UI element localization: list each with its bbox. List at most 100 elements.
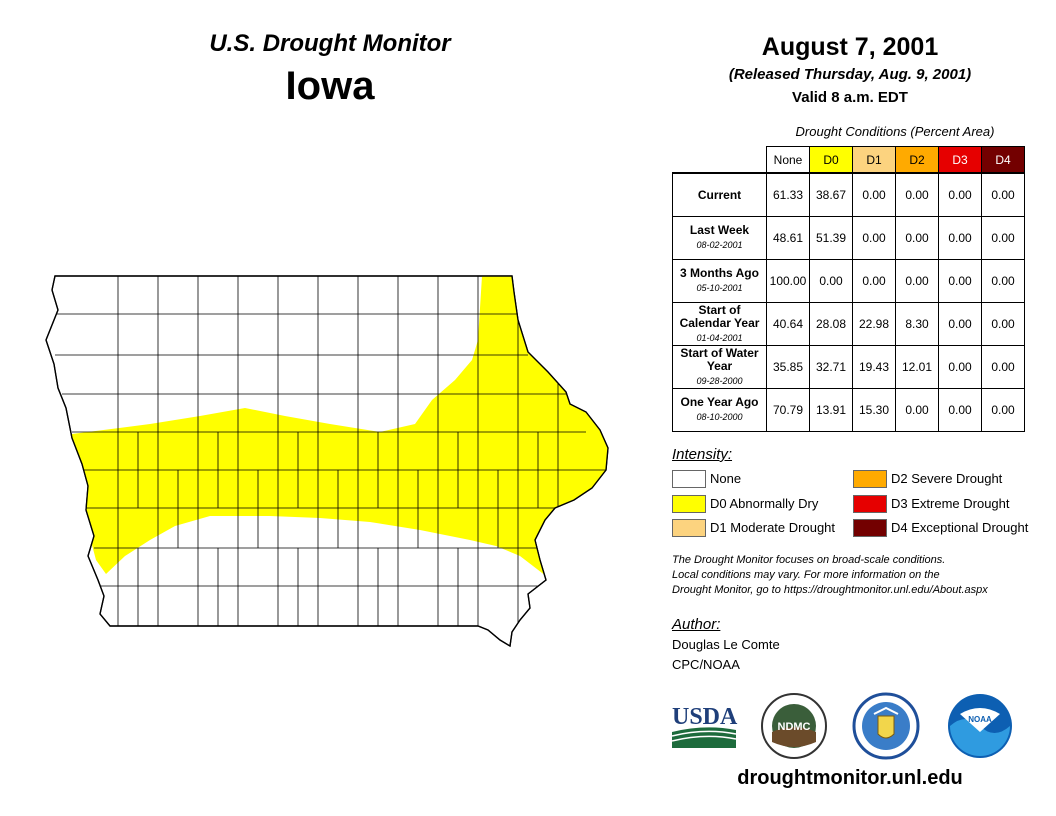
row-label: Last Week 08-02-2001 [672,216,767,260]
footnote-line: The Drought Monitor focuses on broad-sca… [672,554,946,566]
table-cell: 0.00 [938,216,982,260]
county-lines [55,276,608,626]
column-header-d0: D0 [809,146,853,174]
row-date: 05-10-2001 [696,283,743,293]
table-row: Last Week 08-02-2001 48.61 51.39 0.00 0.0… [672,216,1025,260]
table-cell: 19.43 [852,345,896,389]
table-cell: 12.01 [895,345,939,389]
row-label: Start of Calendar Year 01-04-2001 [672,302,767,346]
row-date: 01-04-2001 [696,332,743,343]
table-cell: 0.00 [852,259,896,303]
legend-title: Intensity: [672,446,733,463]
table-cell: 22.98 [852,302,896,346]
column-header-d3: D3 [938,146,982,174]
column-header-d2: D2 [895,146,939,174]
table-cell: 32.71 [809,345,853,389]
author-org: CPC/NOAA [672,657,740,672]
table-cell: 28.08 [809,302,853,346]
iowa-drought-map [45,275,609,648]
legend-label: D1 Moderate Drought [710,520,836,535]
table-cell: 38.67 [809,172,853,217]
table-cell: 48.61 [766,216,810,260]
row-label: One Year Ago 08-10-2000 [672,388,767,432]
table-cell: 100.00 [766,259,810,303]
table-cell: 0.00 [981,172,1025,217]
table-row: Start of Calendar Year 01-04-2001 40.64 2… [672,302,1025,346]
table-cell: 8.30 [895,302,939,346]
legend-swatch [672,519,706,537]
footnote: The Drought Monitor focuses on broad-sca… [672,553,1052,598]
column-header-d4: D4 [981,146,1025,174]
state-name: Iowa [285,64,375,108]
table-cell: 40.64 [766,302,810,346]
author-label: Author: [672,616,721,633]
legend-label: None [710,471,742,486]
row-label-text: Last Week [689,223,750,237]
table-row: Current 61.33 38.67 0.00 0.00 0.00 0.00 [672,172,1025,217]
table-cell: 0.00 [981,216,1025,260]
noaa-logo-text: NOAA [968,715,992,724]
table-cell: 0.00 [852,172,896,217]
d0-drought-area [70,276,608,576]
table-cell: 0.00 [981,388,1025,432]
column-header-none: None [766,146,810,174]
row-label-text: One Year Ago [680,395,759,409]
legend-label: D3 Extreme Drought [891,496,1010,511]
legend-label: D4 Exceptional Drought [891,520,1029,535]
table-cell: 0.00 [895,259,939,303]
ndmc-logo-icon: NDMC [761,693,827,759]
row-date: 08-10-2000 [696,412,743,422]
row-date: 08-02-2001 [696,240,743,250]
legend-swatch [853,495,887,513]
usda-logo-icon: USDA [671,704,738,748]
table-cell: 0.00 [981,259,1025,303]
table-cell: 15.30 [852,388,896,432]
row-label: 3 Months Ago 05-10-2001 [672,259,767,303]
map-date: August 7, 2001 [761,33,939,61]
usda-logo-text: USDA [672,704,738,730]
table-cell: 0.00 [895,388,939,432]
table-cell: 35.85 [766,345,810,389]
legend-swatch [853,519,887,537]
column-header-d1: D1 [852,146,896,174]
footnote-line: Drought Monitor, go to https://droughtmo… [672,584,988,596]
table-cell: 0.00 [938,345,982,389]
table-cell: 0.00 [852,216,896,260]
table-cell: 51.39 [809,216,853,260]
row-label-text: Start of Calendar Year [679,302,760,330]
table-row: Start of Water Year 09-28-2000 35.85 32.7… [672,345,1025,389]
commerce-seal-icon [852,692,920,760]
table-cell: 0.00 [938,388,982,432]
valid-time: Valid 8 a.m. EDT [792,89,908,106]
table-cell: 0.00 [981,345,1025,389]
row-label: Start of Water Year 09-28-2000 [672,345,767,389]
table-cell: 0.00 [809,259,853,303]
table-row: One Year Ago 08-10-2000 70.79 13.91 15.30… [672,388,1025,432]
row-label-text: Current [697,187,742,202]
table-cell: 0.00 [938,302,982,346]
legend-swatch [672,495,706,513]
table-cell: 0.00 [895,216,939,260]
drought-conditions-table: None D0 D1 D2 D3 D4 Current 61.33 38.67 … [672,146,1025,432]
legend-swatch [672,470,706,488]
map-title: U.S. Drought Monitor [209,30,451,57]
table-cell: 0.00 [981,302,1025,346]
table-cell: 13.91 [809,388,853,432]
table-cell: 61.33 [766,172,810,217]
row-label-text: Start of Water Year [680,345,759,373]
legend-label: D2 Severe Drought [891,471,1003,486]
noaa-logo-icon: NOAA [948,694,1012,758]
ndmc-logo-text: NDMC [778,721,811,733]
row-label-text: 3 Months Ago [680,266,759,280]
table-cell: 70.79 [766,388,810,432]
author-name: Douglas Le Comte [672,637,780,652]
table-cell: 0.00 [895,172,939,217]
website-url: droughtmonitor.unl.edu [737,767,963,789]
row-label: Current [672,172,767,217]
row-date: 09-28-2000 [696,375,743,386]
corner-cell [673,147,767,174]
table-header-row: None D0 D1 D2 D3 D4 [673,146,1025,174]
footnote-line: Local conditions may vary. For more info… [672,569,940,581]
table-caption: Drought Conditions (Percent Area) [795,124,995,139]
table-row: 3 Months Ago 05-10-2001 100.00 0.00 0.00 … [672,259,1025,303]
